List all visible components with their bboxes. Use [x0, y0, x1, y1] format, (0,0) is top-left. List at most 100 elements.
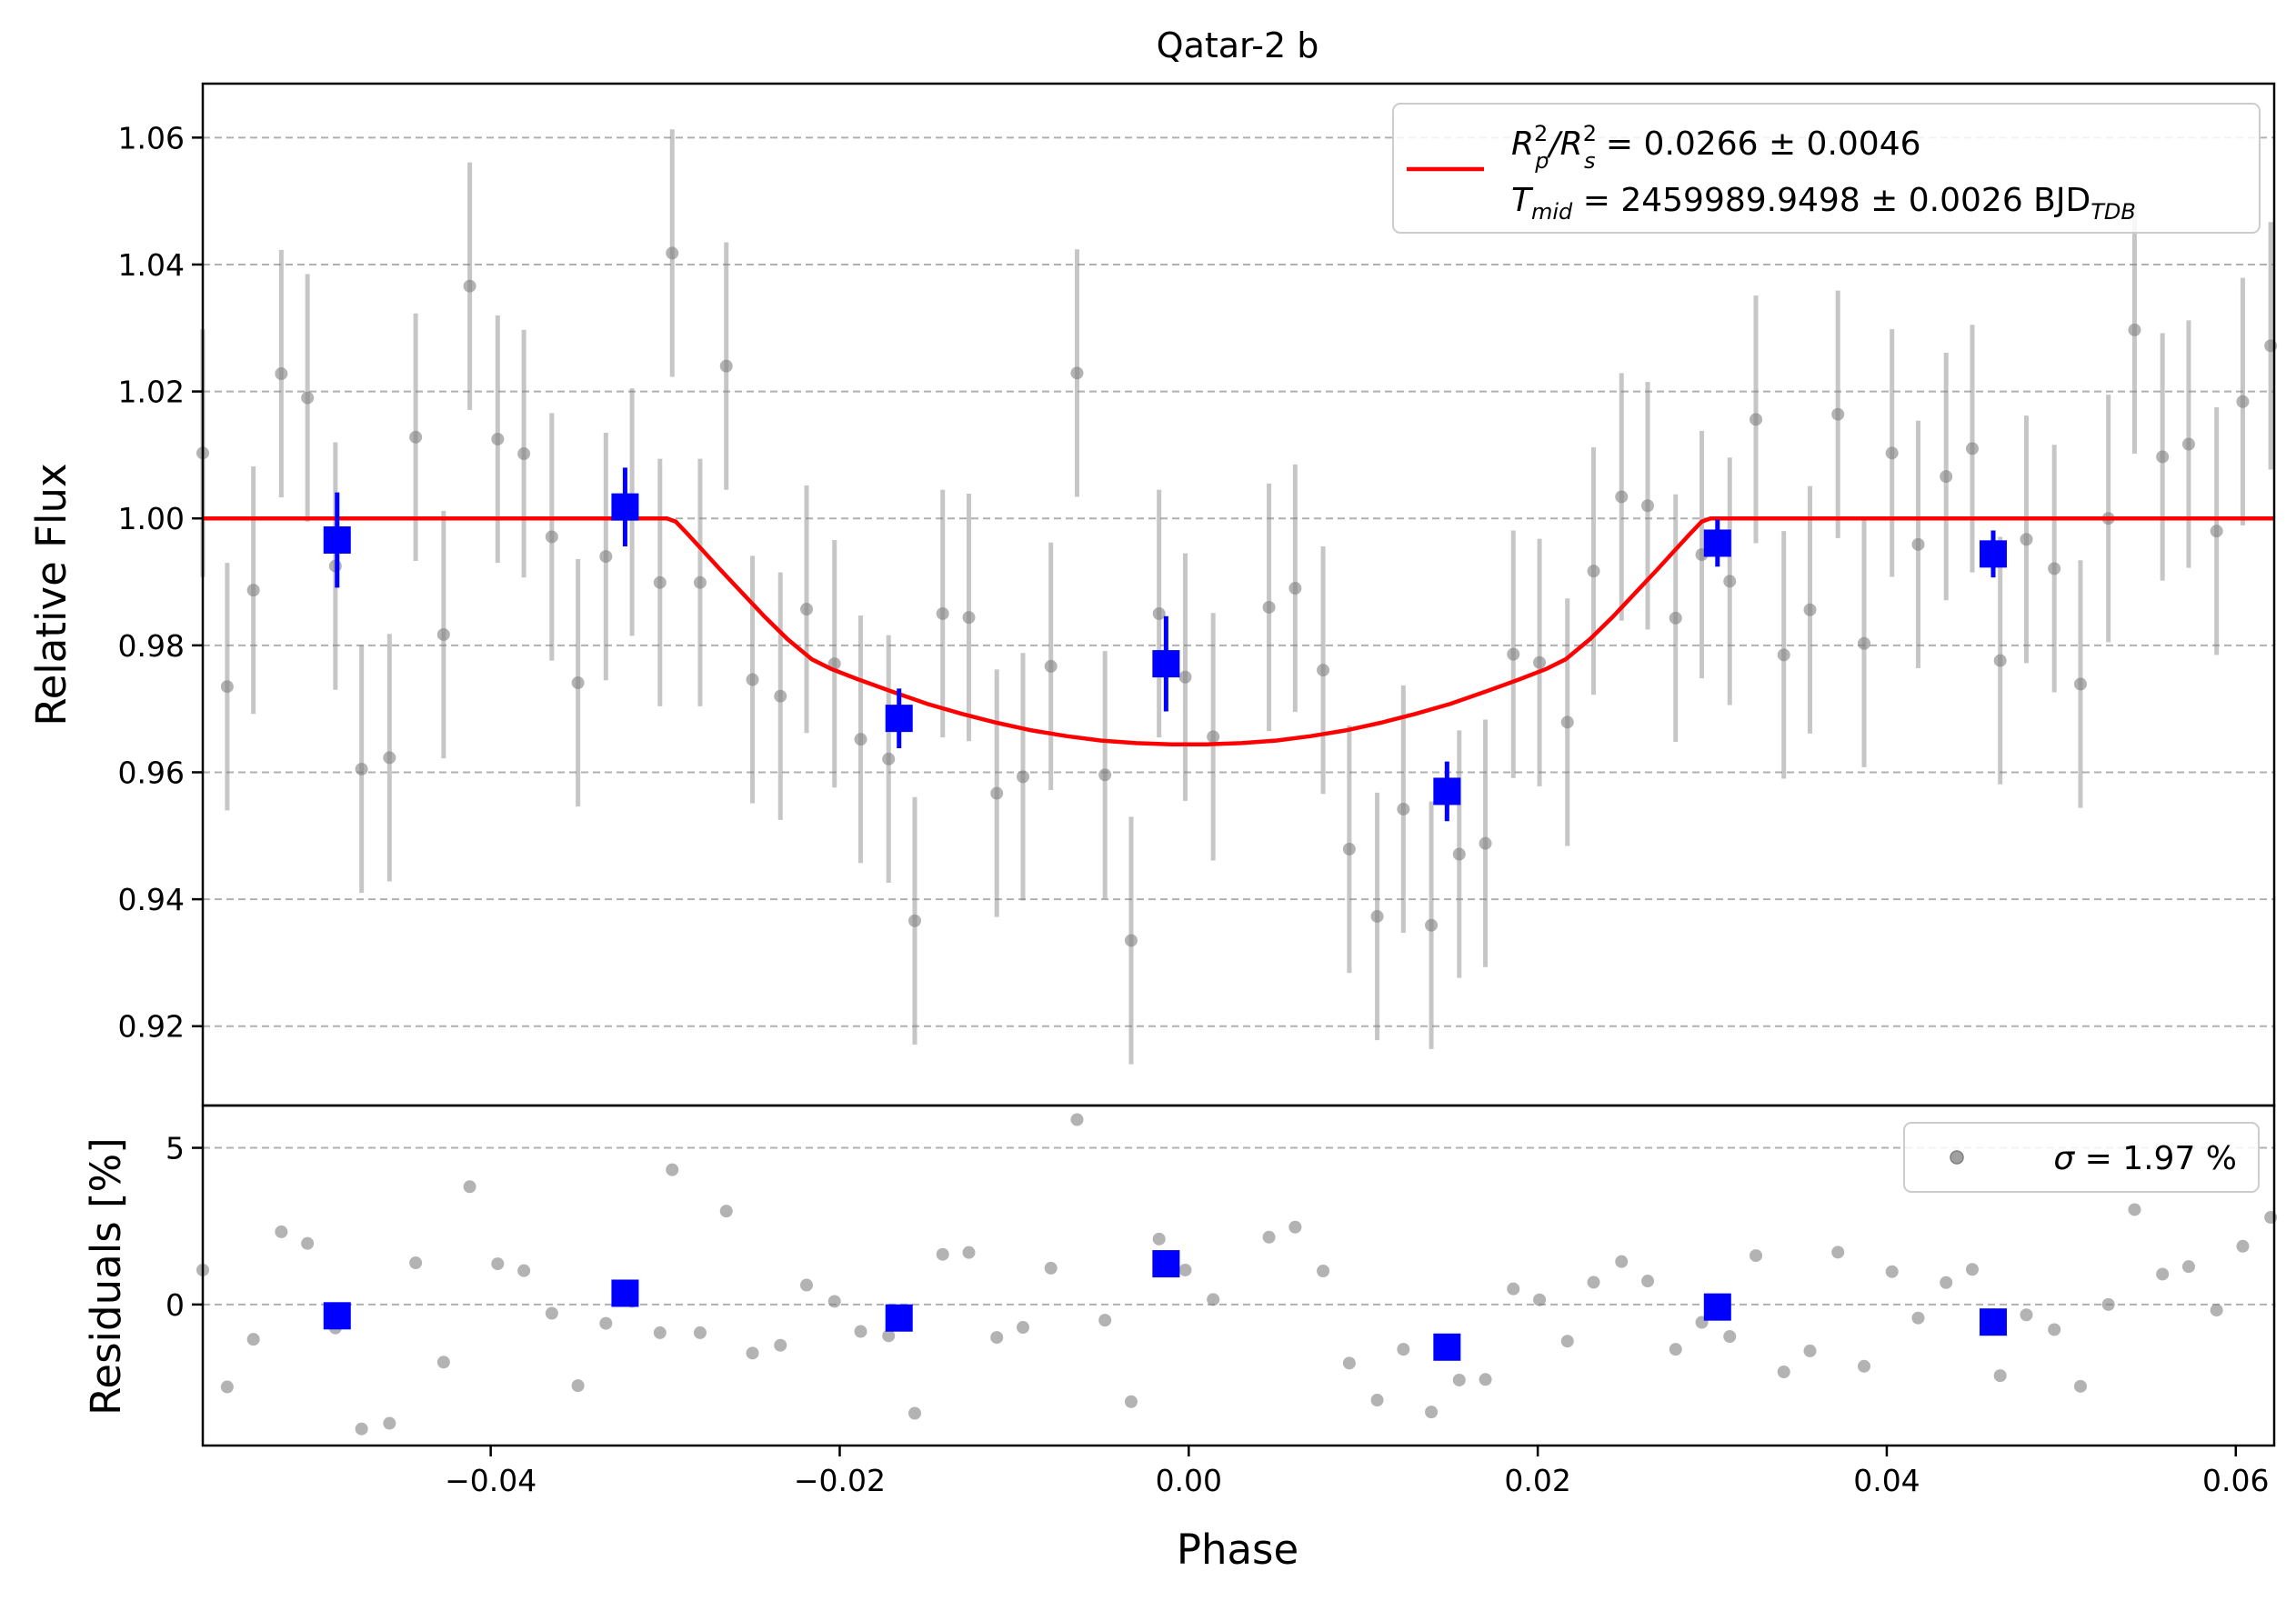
phase-x-tick-label: −0.02 — [794, 1463, 886, 1498]
phase-x-axis-label: Phase — [1177, 1526, 1298, 1574]
flux-raw-point — [1993, 654, 2007, 667]
flux-y-tick-label: 1.02 — [118, 375, 185, 410]
flux-raw-point — [653, 575, 667, 589]
flux-raw-point — [1425, 918, 1439, 932]
flux-legend-box — [1392, 103, 2261, 234]
flux-raw-point — [882, 752, 896, 765]
flux-raw-point — [990, 786, 1004, 800]
flux-binned-points — [323, 467, 2008, 822]
flux-raw-point — [854, 733, 867, 746]
residuals-raw-point — [2073, 1379, 2087, 1393]
residuals-raw-point — [936, 1247, 949, 1261]
flux-raw-point — [491, 432, 505, 445]
flux-raw-point — [2073, 677, 2087, 691]
phase-x-tick-label: 0.04 — [1853, 1463, 1920, 1498]
residuals-raw-point — [1152, 1232, 1166, 1246]
residuals-raw-point — [1993, 1369, 2007, 1383]
residuals-raw-point — [908, 1406, 922, 1420]
residuals-raw-point — [1803, 1344, 1817, 1357]
flux-raw-point — [301, 391, 315, 405]
residuals-raw-point — [436, 1356, 450, 1369]
flux-binned-point — [1703, 529, 1731, 557]
residuals-binned-point — [1980, 1308, 2008, 1336]
residuals-raw-point — [1342, 1356, 1356, 1370]
flux-raw-point — [746, 673, 759, 686]
residuals-raw-point — [1507, 1282, 1520, 1296]
flux-raw-points — [196, 129, 2278, 1065]
flux-raw-point — [1397, 802, 1410, 816]
residuals-raw-point — [1965, 1263, 1979, 1276]
residuals-raw-point — [653, 1326, 667, 1339]
residuals-raw-point — [1044, 1261, 1058, 1275]
residuals-raw-point — [693, 1326, 707, 1339]
flux-raw-point — [1831, 407, 1845, 421]
flux-y-tick-label: 0.94 — [118, 882, 185, 917]
flux-y-tick-label: 1.06 — [118, 120, 185, 155]
flux-binned-point — [1980, 540, 2008, 568]
residuals-binned-point — [611, 1279, 639, 1307]
transit-model-curve — [203, 515, 2274, 747]
flux-raw-point — [571, 676, 585, 690]
residuals-raw-point — [2128, 1203, 2141, 1216]
flux-raw-point — [545, 530, 558, 544]
residuals-raw-point — [2101, 1297, 2115, 1311]
flux-panel: 0.92 0.94 0.96 0.98 1.00 1.02 1.04 1.06 Relativ… — [27, 82, 2278, 1107]
phase-x-tick-label: 0.02 — [1504, 1463, 1570, 1498]
residuals-legend: σ = 1.97 % — [1903, 1122, 2260, 1193]
residuals-raw-point — [1124, 1395, 1138, 1408]
flux-raw-point — [1370, 909, 1384, 923]
flux-raw-point — [1615, 490, 1629, 504]
legend-line-2: Tmid = 2459989.9498 ± 0.0026 BJDTDB — [1511, 182, 2136, 225]
flux-y-axis-label: Relative Flux — [27, 463, 75, 725]
phase-x-tick-label: −0.04 — [445, 1463, 536, 1498]
flux-raw-point — [1641, 499, 1655, 513]
residuals-raw-point — [1723, 1330, 1737, 1344]
residuals-raw-point — [1098, 1314, 1112, 1327]
residuals-raw-point — [1560, 1335, 1574, 1348]
flux-raw-point — [908, 914, 922, 927]
residuals-raw-point — [746, 1346, 759, 1360]
residuals-raw-point — [1262, 1230, 1276, 1244]
flux-binned-point — [1152, 650, 1180, 678]
residuals-raw-point — [1615, 1255, 1629, 1268]
residuals-raw-point — [545, 1306, 558, 1320]
residuals-binned-point — [323, 1302, 351, 1330]
residuals-raw-point — [1858, 1359, 1871, 1373]
residuals-y-axis: 05 — [165, 1131, 203, 1323]
residuals-binned-point — [1152, 1250, 1180, 1278]
flux-raw-point — [693, 575, 707, 589]
flux-raw-point — [517, 447, 531, 461]
residuals-raw-point — [571, 1379, 585, 1393]
residuals-raw-point — [1885, 1265, 1899, 1278]
flux-raw-point — [1750, 413, 1763, 426]
residuals-binned-point — [1433, 1333, 1461, 1361]
chart-title: Qatar-2 b — [1157, 25, 1319, 65]
residuals-raw-point — [1911, 1311, 1925, 1325]
residuals-raw-point — [463, 1180, 476, 1194]
residuals-raw-point — [1669, 1343, 1682, 1356]
residuals-raw-point — [2048, 1323, 2061, 1336]
residuals-raw-point — [962, 1246, 976, 1259]
residuals-raw-point — [599, 1316, 613, 1330]
flux-binned-point — [885, 705, 913, 733]
flux-raw-point — [774, 689, 787, 703]
residuals-raw-point — [246, 1333, 260, 1346]
residuals-raw-point — [1288, 1220, 1302, 1234]
flux-raw-point — [1288, 582, 1302, 595]
flux-raw-point — [1723, 575, 1737, 588]
residuals-raw-point — [1070, 1113, 1084, 1126]
residuals-raw-point — [800, 1278, 814, 1292]
flux-raw-point — [1207, 730, 1220, 744]
residuals-raw-point — [1397, 1343, 1410, 1356]
flux-raw-point — [2236, 395, 2250, 408]
flux-raw-point — [719, 359, 733, 373]
flux-legend: R2 p/R2 s = 0.0266 ± 0.0046 Tmid = 2459989… — [1392, 103, 2261, 234]
flux-raw-point — [2048, 562, 2061, 575]
flux-raw-point — [1070, 366, 1084, 380]
flux-raw-point — [409, 430, 423, 444]
flux-raw-point — [1479, 836, 1492, 850]
residuals-raw-point — [2210, 1304, 2223, 1317]
flux-raw-point — [220, 680, 234, 694]
residuals-y-tick-label: 5 — [165, 1131, 185, 1166]
residuals-raw-point — [517, 1264, 531, 1277]
